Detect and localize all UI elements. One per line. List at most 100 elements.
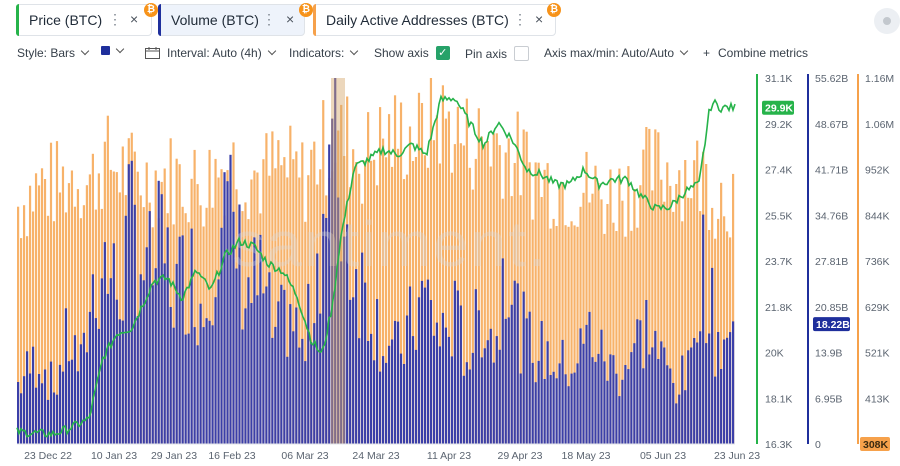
daily_active_addresses-tick-label: 844K	[865, 210, 890, 222]
interval-select[interactable]: Interval: Auto (4h)	[145, 46, 276, 60]
pin-axis-toggle[interactable]: Pin axis	[465, 46, 530, 61]
volume-bar	[540, 321, 543, 444]
volume-bar	[585, 324, 588, 444]
daa-bar	[384, 157, 388, 445]
color-picker[interactable]	[101, 44, 125, 55]
daa-bar	[564, 225, 567, 444]
daa-bar	[390, 166, 394, 444]
volume-bar	[459, 305, 462, 444]
volume-bar	[256, 295, 259, 444]
volume-bar	[322, 213, 325, 444]
daa-bar	[169, 138, 172, 445]
tab-menu-icon[interactable]: ⋮	[108, 11, 122, 27]
daa-bar	[696, 140, 699, 444]
volume-bar	[166, 227, 169, 444]
volume-bar	[537, 360, 540, 444]
volume-bar	[163, 263, 166, 444]
tab-price-btc[interactable]: Price (BTC) ⋮ × ₿	[16, 3, 158, 36]
volume-bar	[235, 268, 238, 444]
volume-bar	[588, 311, 591, 444]
axis-maxmin-select[interactable]: Axis max/min: Auto/Auto	[544, 46, 689, 60]
volume-bar	[576, 363, 579, 444]
volume-bar	[154, 268, 157, 444]
volume-bar	[522, 291, 525, 444]
show-axis-toggle[interactable]: Show axis ✓	[374, 46, 450, 60]
volume-bar	[364, 282, 367, 444]
daa-bar	[402, 179, 406, 444]
indicators-select[interactable]: Indicators:	[289, 46, 359, 60]
chevron-down-icon	[115, 44, 125, 53]
indicators-label: Indicators:	[289, 46, 345, 60]
volume-bar	[561, 339, 564, 444]
daa-bar	[417, 92, 421, 445]
volume-bar	[73, 335, 77, 444]
close-icon[interactable]: ×	[130, 11, 139, 27]
price-tick-label: 21.8K	[765, 302, 792, 314]
tab-menu-icon[interactable]: ⋮	[513, 11, 527, 27]
volume-bar	[19, 393, 23, 444]
daa-bar	[732, 173, 735, 444]
daa-bar	[486, 141, 489, 444]
daa-bar	[31, 211, 35, 444]
settings-toggle-button[interactable]	[874, 8, 900, 34]
daa-bar	[438, 163, 442, 444]
tab-daily-active-addresses-btc[interactable]: Daily Active Addresses (BTC) ⋮ × ₿	[313, 3, 561, 36]
daa-bar	[540, 197, 543, 444]
daa-bar	[399, 102, 403, 444]
volume-tick-label: 55.62B	[815, 73, 848, 85]
daa-bar	[420, 103, 424, 444]
daa-bar	[408, 126, 412, 444]
daa-bar	[22, 205, 26, 444]
daa-bar	[76, 189, 80, 444]
volume-bar	[633, 343, 636, 444]
daily_active_addresses-tick-label: 413K	[865, 393, 890, 405]
volume-bar	[286, 356, 289, 444]
volume-bar	[280, 284, 283, 444]
volume-bar	[573, 372, 576, 444]
check-icon[interactable]: ✓	[435, 46, 450, 60]
close-icon[interactable]: ×	[286, 11, 295, 27]
daa-bar	[378, 107, 382, 444]
volume-bar	[543, 379, 546, 444]
tab-menu-icon[interactable]: ⋮	[262, 11, 276, 27]
volume-bar	[151, 285, 154, 444]
volume-bar	[283, 289, 286, 444]
volume-bar	[597, 353, 600, 444]
daa-bar	[25, 236, 29, 444]
volume-current-tag: 18.22B	[813, 317, 850, 332]
daa-bar	[546, 163, 549, 444]
volume-tick-label: 0	[815, 439, 821, 451]
volume-bar	[387, 345, 391, 444]
combine-metrics-button[interactable]: + Combine metrics	[703, 46, 808, 60]
volume-bar	[58, 364, 62, 444]
volume-bar	[298, 347, 301, 444]
volume-bar	[262, 293, 265, 444]
volume-bar	[444, 327, 447, 444]
daa-bar	[17, 206, 20, 444]
close-icon[interactable]: ×	[535, 11, 544, 27]
volume-bar	[103, 242, 106, 444]
volume-bar	[408, 286, 412, 444]
volume-bar	[675, 403, 678, 444]
volume-bar	[546, 341, 549, 444]
volume-bar	[672, 383, 675, 444]
volume-bar	[208, 320, 211, 444]
daa-bar	[492, 133, 495, 445]
price-tick-label: 31.1K	[765, 73, 792, 85]
volume-bar	[265, 286, 268, 444]
volume-bar	[97, 328, 100, 444]
style-select[interactable]: Style: Bars	[17, 46, 90, 60]
volume-bar	[295, 307, 298, 444]
volume-bar	[112, 243, 115, 444]
chart-area[interactable]: santiment. 31.1K 29.2K 27.4K 25.5K 23.7K 21.8…	[0, 70, 900, 466]
volume-bar	[55, 394, 59, 444]
daa-bar	[690, 198, 693, 444]
volume-bar	[193, 327, 196, 444]
daa-bar	[208, 149, 211, 444]
tab-volume-btc[interactable]: Volume (BTC) ⋮ × ₿	[158, 3, 313, 36]
pin-axis-checkbox[interactable]	[514, 46, 530, 61]
daa-bar	[97, 173, 100, 444]
volume-bar	[531, 362, 534, 444]
volume-bar	[325, 218, 328, 444]
volume-tick-label: 34.76B	[815, 210, 848, 222]
